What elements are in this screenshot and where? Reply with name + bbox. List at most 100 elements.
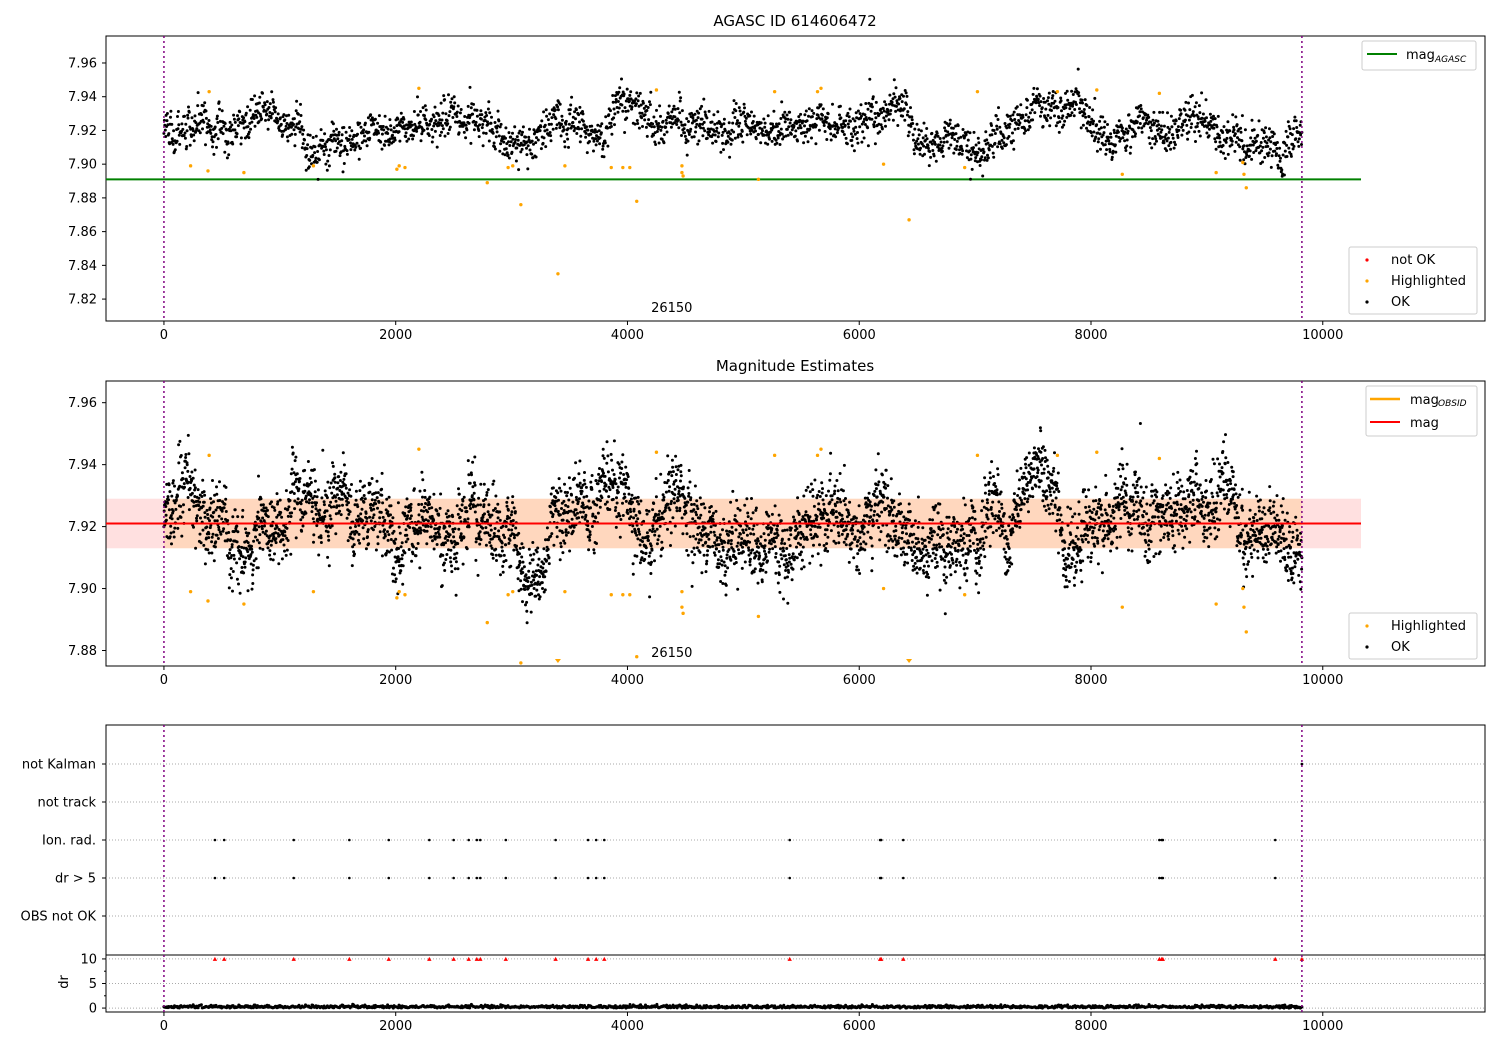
ok-point [431, 135, 435, 139]
y-tick-label: 7.96 [68, 56, 97, 71]
ok-point [315, 495, 319, 499]
ok-point [635, 533, 639, 537]
ok-point [208, 128, 212, 132]
ok-point [460, 503, 464, 507]
ok-point [870, 117, 874, 121]
ok-point [550, 532, 554, 536]
ok-point [670, 458, 674, 462]
ok-point [624, 499, 628, 503]
ok-point [531, 558, 535, 562]
ok-point [577, 113, 581, 117]
ok-point [185, 145, 189, 148]
ok-point [1024, 129, 1028, 133]
ok-point [344, 130, 348, 134]
ok-point [408, 526, 412, 529]
ok-point [712, 530, 716, 534]
ok-point [619, 471, 623, 475]
ok-point [589, 506, 592, 510]
ok-point [586, 128, 590, 132]
ok-point [906, 134, 910, 138]
ok-point [510, 150, 514, 154]
ok-point [386, 132, 390, 135]
ok-point [1153, 135, 1157, 138]
ok-point [785, 127, 789, 131]
ok-point [560, 507, 563, 510]
ok-point [420, 470, 424, 474]
ok-point [727, 548, 731, 552]
ok-point [693, 553, 697, 557]
ok-point [743, 119, 747, 123]
ok-point [945, 140, 949, 144]
ok-point [275, 525, 279, 529]
ok-point [209, 523, 213, 527]
ok-point [1072, 114, 1076, 118]
ok-point [763, 125, 767, 129]
ok-point [248, 108, 252, 112]
ok-point [1110, 155, 1114, 159]
ok-point [314, 134, 318, 138]
ok-point [1259, 141, 1263, 144]
ok-point [1187, 118, 1191, 122]
ok-point [305, 500, 309, 504]
ok-point [1261, 160, 1264, 164]
ok-point [317, 553, 321, 557]
ok-point [173, 484, 176, 488]
ok-point [336, 486, 340, 490]
ok-point [690, 584, 694, 588]
ok-point [686, 500, 690, 504]
ok-point [500, 549, 504, 553]
ok-point [601, 144, 605, 148]
ok-point [1256, 133, 1260, 137]
ok-point [1010, 141, 1014, 145]
ok-point [1007, 125, 1011, 129]
ok-point [1077, 91, 1081, 95]
ok-point [525, 609, 529, 613]
ok-point [568, 112, 572, 116]
ok-point [232, 557, 236, 561]
ok-point [257, 525, 261, 529]
ok-point [1003, 122, 1007, 125]
ok-point [730, 138, 734, 142]
ok-point [1051, 90, 1055, 93]
ok-point [509, 135, 513, 139]
ok-point [215, 533, 219, 537]
ok-point [323, 132, 327, 136]
ok-point [986, 153, 989, 157]
ok-point [695, 513, 698, 517]
ok-point [179, 504, 183, 508]
ok-point [966, 138, 970, 142]
ok-point [268, 534, 272, 538]
ok-point [694, 130, 697, 134]
ok-point [554, 496, 558, 499]
ok-point [349, 494, 353, 498]
ok-point [660, 540, 664, 544]
ok-point [425, 529, 429, 533]
ok-point [825, 138, 829, 141]
ok-point [903, 118, 907, 122]
ok-point [554, 117, 558, 121]
ok-point [930, 142, 934, 146]
ok-point [912, 152, 916, 156]
ok-point [449, 100, 453, 104]
ok-point [1104, 139, 1108, 143]
ok-point [315, 501, 318, 505]
ok-point [883, 119, 887, 123]
ok-point [882, 116, 886, 120]
ok-point [1012, 147, 1016, 151]
ok-point [752, 114, 756, 118]
ok-point [1277, 154, 1281, 158]
ok-point [563, 145, 567, 149]
ok-point [939, 140, 943, 144]
ok-point [625, 478, 629, 482]
ok-point [499, 573, 502, 577]
ok-point [690, 121, 694, 125]
ok-point [1276, 163, 1280, 167]
ok-point [780, 537, 784, 541]
ok-point [329, 505, 333, 509]
ok-point [1074, 100, 1077, 104]
ok-point [1101, 115, 1105, 119]
ok-point [233, 128, 237, 132]
ok-point [611, 94, 615, 97]
highlighted-point [772, 89, 777, 94]
ok-point [449, 548, 453, 552]
